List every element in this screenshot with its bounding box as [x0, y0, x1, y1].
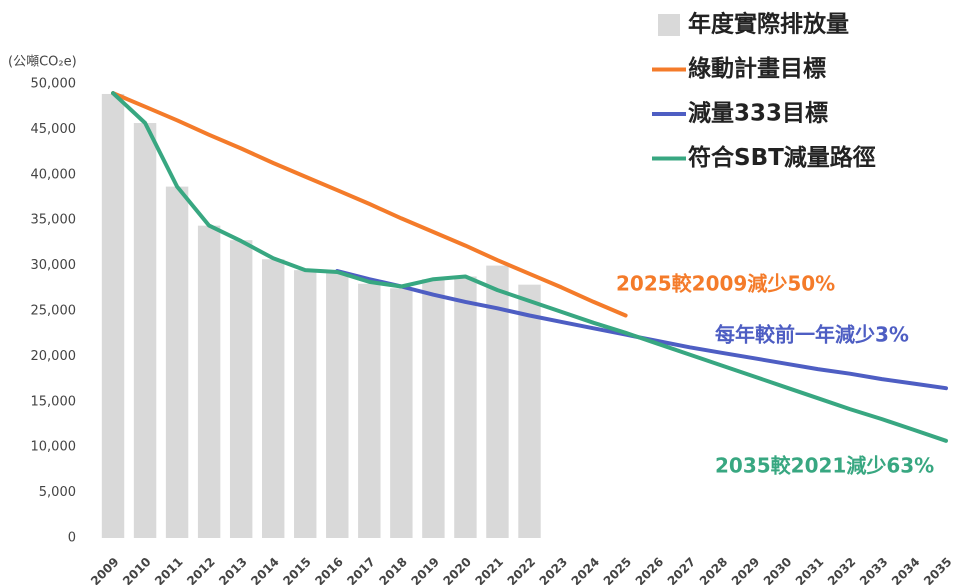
x-tick-label: 2026 — [633, 555, 667, 585]
bar — [518, 284, 541, 538]
bar — [261, 259, 285, 538]
bar — [229, 240, 253, 538]
x-tick-label: 2020 — [441, 555, 475, 585]
bar — [133, 123, 157, 538]
x-tick-label: 2033 — [857, 555, 891, 585]
x-tick-label: 2017 — [344, 555, 378, 585]
y-axis-label: (公噸CO₂e) — [8, 55, 77, 70]
legend-swatch — [658, 14, 680, 36]
y-tick-label: 10,000 — [31, 440, 77, 455]
annotation: 每年較前一年減少3% — [715, 323, 909, 347]
y-tick-label: 40,000 — [31, 167, 77, 182]
x-tick-label: 2012 — [184, 555, 218, 585]
line — [111, 91, 628, 318]
x-tick-label: 2023 — [537, 555, 571, 585]
y-tick-label: 20,000 — [31, 349, 77, 364]
bar — [358, 283, 381, 538]
x-tick-label: 2028 — [697, 555, 731, 585]
bar — [486, 265, 509, 538]
x-tick-label: 2015 — [280, 555, 314, 585]
x-tick-label: 2018 — [376, 555, 410, 585]
x-tick-label: 2016 — [312, 555, 346, 585]
x-tick-label: 2019 — [408, 555, 442, 585]
bar — [165, 186, 189, 538]
x-tick-label: 2024 — [569, 555, 603, 585]
bar — [326, 271, 349, 538]
y-tick-label: 0 — [68, 531, 76, 546]
y-tick-label: 25,000 — [31, 304, 77, 319]
x-tick-label: 2022 — [505, 555, 539, 585]
x-tick-label: 2021 — [473, 555, 507, 585]
x-tick-label: 2011 — [152, 555, 186, 585]
x-tick-label: 2010 — [120, 555, 154, 585]
legend-label: 年度實際排放量 — [688, 11, 849, 38]
x-tick-label: 2027 — [665, 555, 699, 585]
y-tick-label: 15,000 — [31, 394, 77, 409]
bar — [294, 270, 317, 538]
bar — [422, 279, 445, 538]
x-tick-label: 2009 — [88, 555, 122, 585]
y-tick-label: 50,000 — [31, 77, 77, 92]
bar — [101, 93, 125, 538]
legend-label: 綠動計畫目標 — [688, 55, 826, 82]
y-tick-label: 35,000 — [31, 213, 77, 228]
x-tick-label: 2034 — [889, 555, 923, 585]
y-tick-label: 45,000 — [31, 122, 77, 137]
x-tick-label: 2035 — [921, 555, 955, 585]
x-tick-label: 2013 — [216, 555, 250, 585]
legend-label: 符合SBT減量路徑 — [688, 144, 876, 171]
x-tick-label: 2014 — [248, 555, 282, 585]
bar — [454, 276, 477, 538]
annotation: 2025較2009減少50% — [616, 272, 835, 296]
legend-label: 減量333目標 — [688, 101, 828, 127]
x-tick-label: 2030 — [761, 555, 795, 585]
x-tick-label: 2025 — [601, 555, 635, 585]
y-tick-label: 5,000 — [39, 485, 76, 500]
line — [111, 91, 948, 443]
x-tick-label: 2032 — [825, 555, 859, 585]
bar — [390, 288, 413, 538]
bar — [197, 225, 221, 538]
x-tick-label: 2031 — [793, 555, 827, 585]
y-tick-label: 30,000 — [31, 258, 77, 273]
x-tick-label: 2029 — [729, 555, 763, 585]
annotation: 2035較2021減少63% — [715, 454, 934, 478]
